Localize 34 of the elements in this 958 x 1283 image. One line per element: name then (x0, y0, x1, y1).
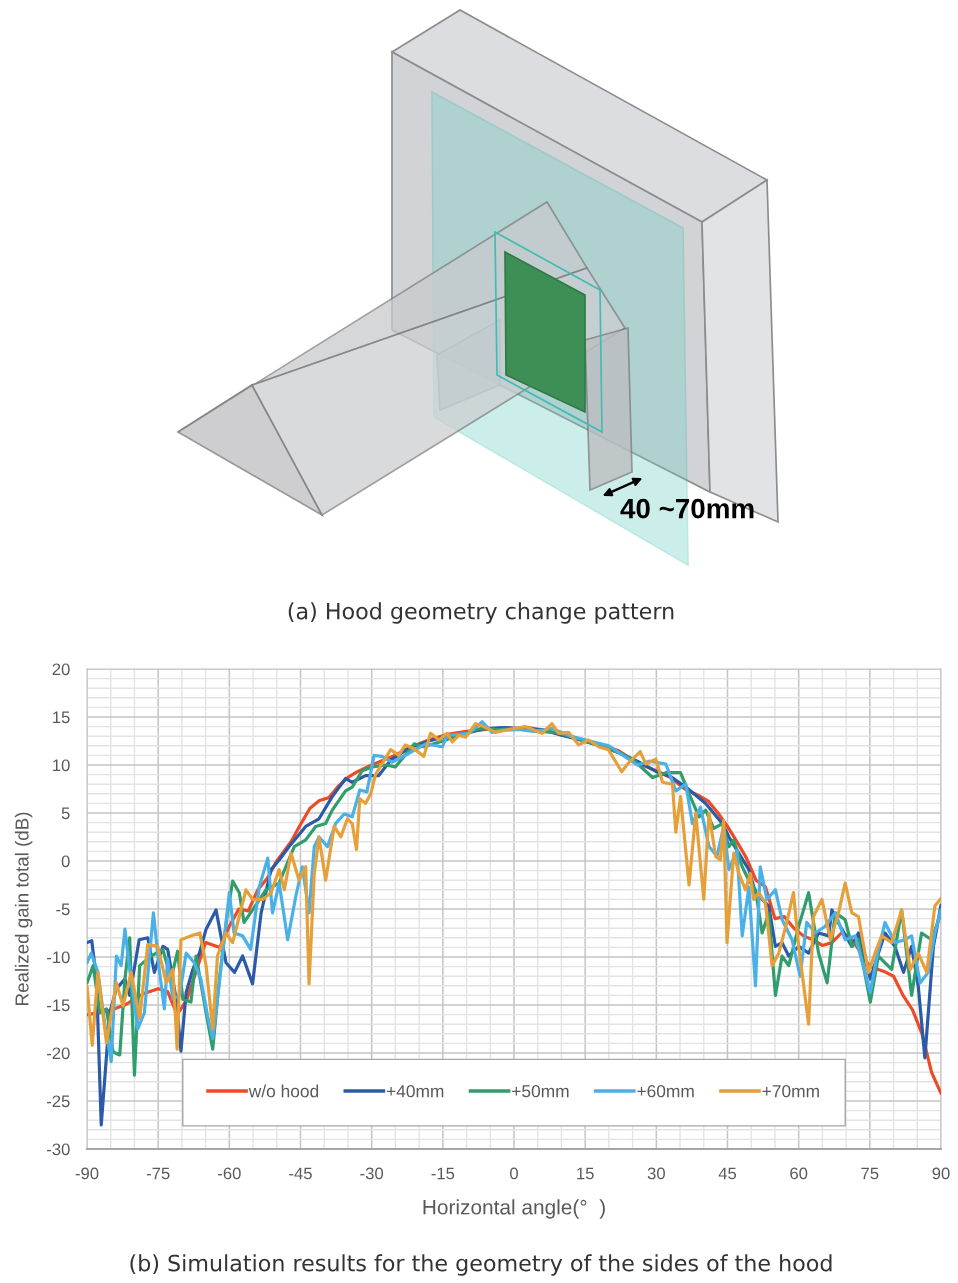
x-tick-label: -90 (75, 1167, 99, 1180)
y-tick-label: 20 (52, 663, 70, 676)
y-tick-label: -30 (46, 1143, 70, 1156)
y-tick-label: 10 (53, 759, 70, 772)
y-axis-title: Realized gain total (dB) (14, 812, 33, 1005)
y-tick-label: -20 (46, 1047, 70, 1060)
x-tick-label: 15 (577, 1167, 594, 1180)
x-tick-label: 45 (718, 1167, 737, 1180)
y-tick-label: 0 (61, 855, 70, 868)
y-tick-label: 5 (61, 807, 70, 820)
legend-label: +70mm (762, 1085, 819, 1098)
legend-label: +50mm (512, 1085, 569, 1098)
legend-label: +60mm (637, 1085, 694, 1098)
x-tick-label: -45 (289, 1167, 312, 1180)
x-tick-label: -15 (431, 1167, 455, 1180)
legend-label: +40mm (386, 1085, 444, 1098)
x-tick-label: 90 (932, 1167, 950, 1180)
x-tick-label: 30 (647, 1167, 665, 1180)
y-tick-label: -25 (46, 1095, 70, 1108)
x-tick-label: 75 (861, 1167, 879, 1180)
text: 40 ~70mm (620, 498, 754, 519)
x-tick-label: -30 (360, 1167, 384, 1180)
y-tick-label: -5 (56, 903, 70, 916)
y-tick-label: -10 (46, 951, 70, 964)
legend-label: w/o hood (248, 1084, 319, 1098)
y-tick-label: -15 (46, 999, 70, 1012)
x-tick-label: -75 (146, 1167, 170, 1180)
x-axis-title: Horizontal angle(° ) (423, 1199, 605, 1219)
text: (a) Hood geometry change pattern (288, 602, 674, 624)
text: (b) Simulation results for the geometry of the sides of the hood (130, 1254, 832, 1276)
x-tick-label: -60 (218, 1167, 241, 1180)
x-tick-label: 0 (510, 1167, 518, 1180)
y-tick-label: 15 (53, 711, 70, 724)
x-tick-label: 60 (790, 1167, 808, 1180)
